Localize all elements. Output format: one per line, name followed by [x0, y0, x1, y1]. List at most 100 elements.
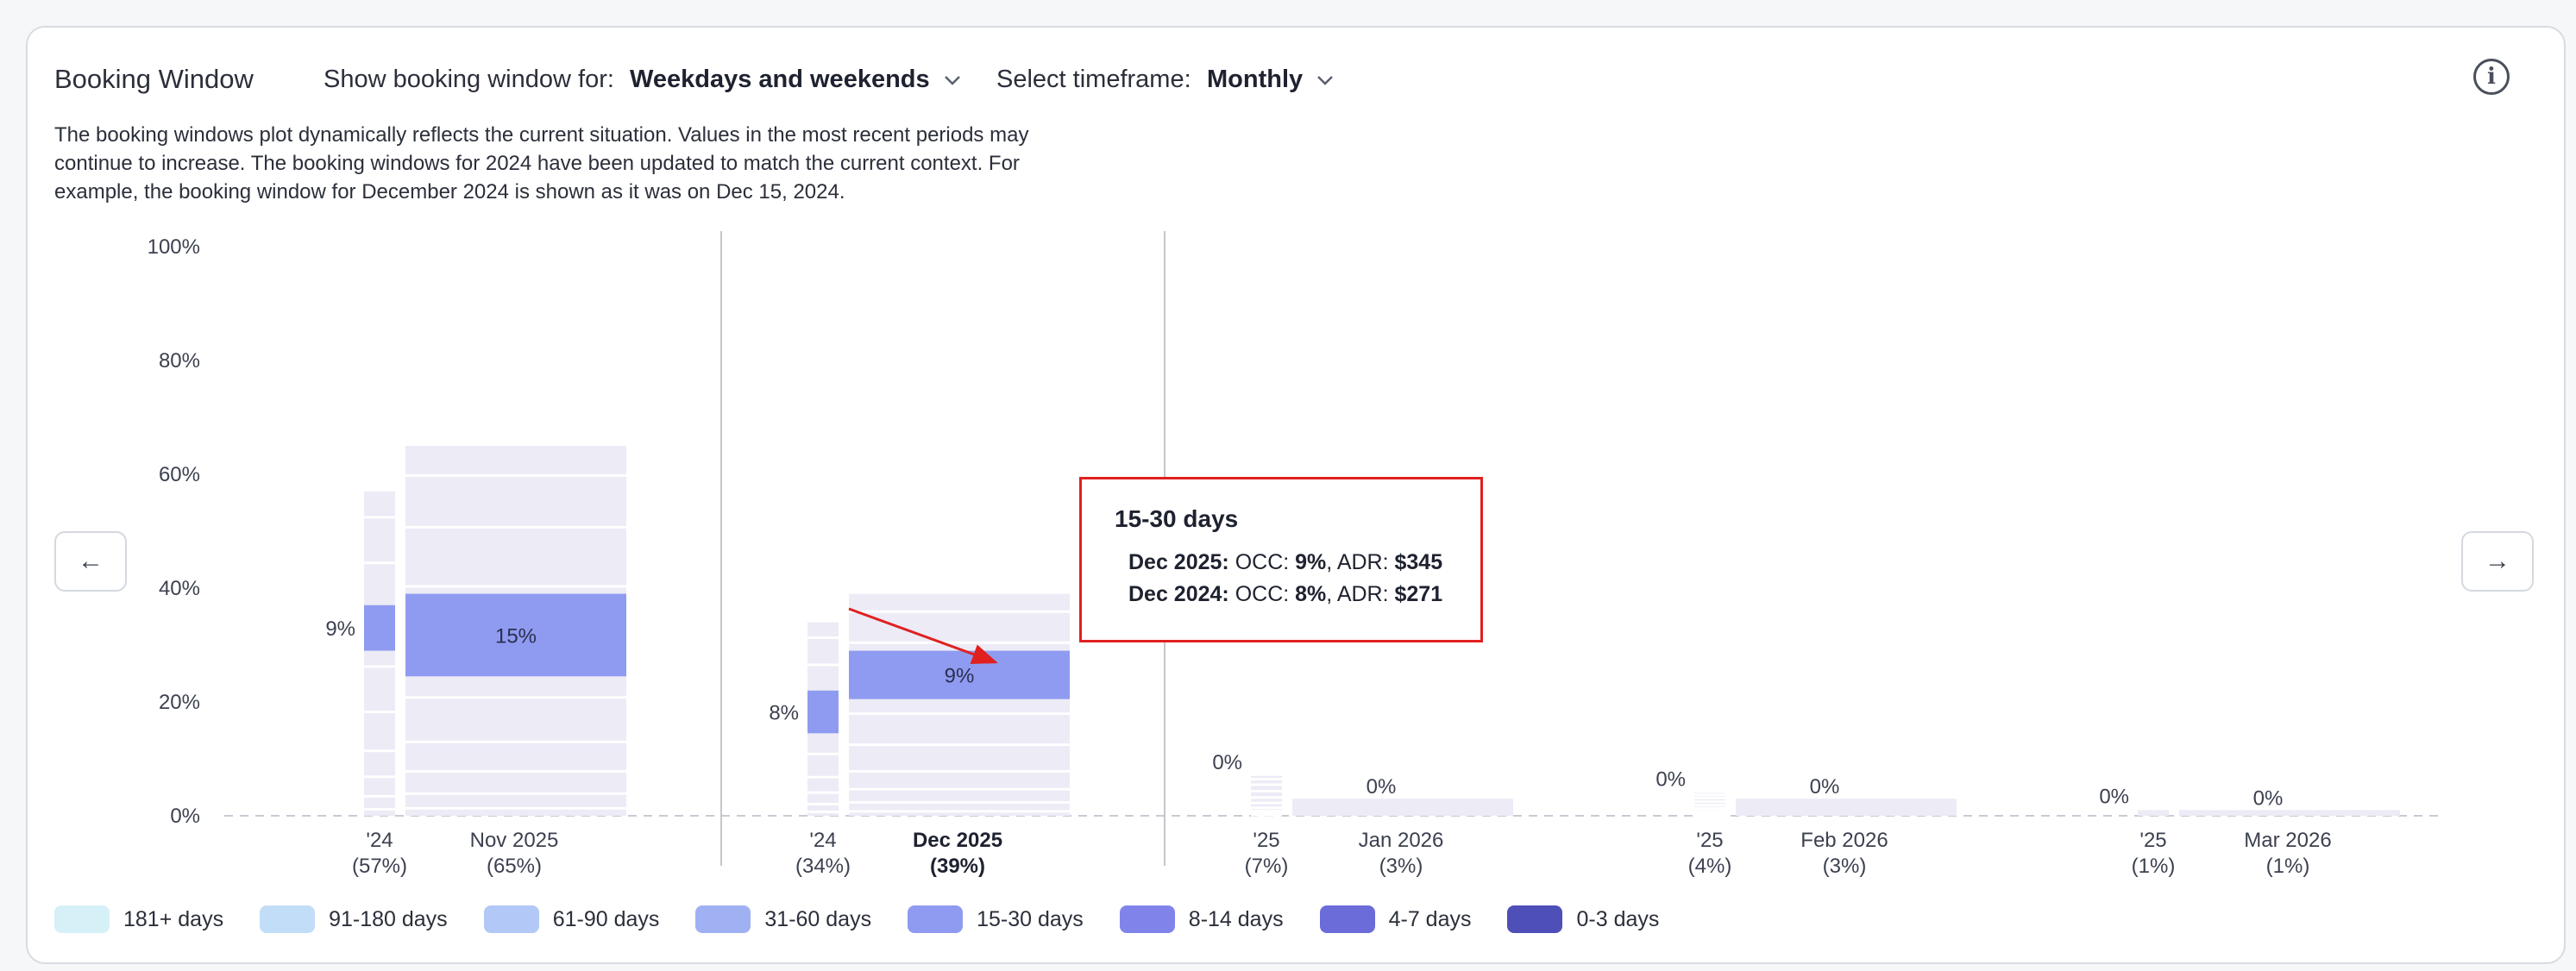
x-prev-year-label: '25 — [1253, 829, 1279, 852]
x-prev-total-label: (1%) — [2132, 855, 2176, 878]
tooltip-line-2025: Dec 2025: OCC: 9%, ADR: $345 — [1128, 550, 1443, 574]
info-glyph: i — [2487, 64, 2496, 90]
legend-swatch — [260, 905, 316, 933]
legend-item[interactable]: 0-3 days — [1507, 905, 1659, 933]
booking-window-chart: 0% 20% 40% 60% 80% 100% 9% 15% '24 (57%) Nov 2025 (… — [148, 231, 2443, 878]
legend-label: 181+ days — [123, 906, 224, 931]
current-value-label: 0% — [1810, 775, 1840, 799]
legend-label: 15-30 days — [977, 906, 1084, 931]
legend-swatch — [695, 905, 751, 933]
prev-button[interactable]: ← — [54, 531, 127, 592]
prev-value-label: 9% — [325, 617, 355, 641]
x-current-total-label: (65%) — [487, 855, 542, 878]
legend-label: 61-90 days — [552, 906, 660, 931]
tooltip-line-2024: Dec 2024: OCC: 8%, ADR: $271 — [1128, 582, 1443, 606]
timeframe-select[interactable]: Monthly — [1202, 64, 1339, 96]
chevron-down-icon — [1317, 75, 1334, 85]
legend: 181+ days 91-180 days 61-90 days 31-60 days… — [54, 905, 1695, 933]
y-tick-label: 100% — [148, 235, 200, 259]
prev-year-bar-highlight-segment — [364, 605, 395, 651]
prev-value-label: 0% — [1212, 751, 1242, 774]
legend-swatch — [483, 905, 539, 933]
prev-year-bar-highlight-segment — [807, 690, 839, 734]
current-bar-background — [2179, 810, 2400, 816]
legend-item[interactable]: 91-180 days — [260, 905, 448, 933]
x-month-label: Jan 2026 — [1359, 829, 1444, 852]
current-value-label: 0% — [1367, 775, 1397, 799]
tooltip-occ-value: 8% — [1295, 582, 1327, 606]
tooltip-period: Dec 2024: — [1128, 582, 1229, 606]
x-prev-year-label: '24 — [809, 829, 836, 852]
current-value-label: 9% — [945, 665, 975, 688]
show-for-label: Show booking window for: — [324, 66, 614, 93]
legend-swatch — [1319, 905, 1375, 933]
legend-item[interactable]: 4-7 days — [1319, 905, 1472, 933]
prev-value-label: 0% — [2099, 785, 2129, 808]
show-for-value: Weekdays and weekends — [630, 66, 930, 93]
timeframe-value: Monthly — [1207, 66, 1304, 93]
arrow-left-icon: ← — [78, 547, 104, 575]
x-current-total-label: (3%) — [1823, 855, 1867, 878]
tooltip-title: 15-30 days — [1115, 505, 1239, 532]
y-tick-label: 60% — [159, 463, 200, 486]
x-current-total-label: (3%) — [1379, 855, 1423, 878]
description-text: The booking windows plot dynamically ref… — [54, 123, 1029, 204]
chevron-down-icon — [944, 75, 960, 85]
timeframe-label: Select timeframe: — [996, 66, 1191, 93]
current-bar-highlight-segment — [849, 650, 1070, 699]
tooltip-occ-label: OCC: — [1235, 550, 1290, 574]
legend-label: 91-180 days — [329, 906, 448, 931]
info-icon[interactable]: i — [2473, 59, 2510, 95]
x-prev-total-label: (57%) — [352, 855, 407, 878]
tooltip-adr-value: $345 — [1394, 550, 1443, 574]
tooltip: 15-30 days Dec 2025: OCC: 9%, ADR: $345 … — [1079, 477, 1483, 642]
x-prev-total-label: (34%) — [795, 855, 851, 878]
current-bar-background — [849, 593, 1070, 816]
prev-year-bar-background — [364, 491, 395, 816]
x-prev-total-label: (7%) — [1245, 855, 1289, 878]
legend-item[interactable]: 181+ days — [54, 905, 223, 933]
page-title: Booking Window — [54, 64, 254, 94]
current-bar-background — [1736, 799, 1957, 816]
legend-swatch — [1507, 905, 1563, 933]
prev-year-bar-background — [2138, 810, 2169, 816]
next-button[interactable]: → — [2461, 531, 2534, 592]
legend-swatch — [908, 905, 964, 933]
y-tick-label: 40% — [159, 577, 200, 600]
current-bar-highlight-segment — [405, 593, 626, 677]
legend-swatch — [1119, 905, 1175, 933]
legend-item[interactable]: 8-14 days — [1119, 905, 1284, 933]
tooltip-adr-value: $271 — [1394, 582, 1443, 606]
prev-year-bar-background — [1251, 775, 1282, 816]
show-for-select[interactable]: Weekdays and weekends — [625, 64, 966, 96]
x-month-label: Feb 2026 — [1800, 829, 1888, 852]
legend-label: 0-3 days — [1576, 906, 1660, 931]
x-current-total-label: (39%) — [930, 855, 985, 878]
prev-value-label: 0% — [1656, 768, 1686, 792]
tooltip-adr-label: ADR: — [1336, 582, 1389, 606]
x-current-total-label: (1%) — [2266, 855, 2310, 878]
tooltip-period: Dec 2025: — [1128, 550, 1229, 574]
y-tick-label: 80% — [159, 349, 200, 373]
tooltip-occ-value: 9% — [1295, 550, 1327, 574]
prev-value-label: 8% — [769, 702, 799, 725]
current-value-label: 0% — [2253, 786, 2284, 810]
legend-label: 4-7 days — [1388, 906, 1472, 931]
y-tick-label: 20% — [159, 691, 200, 714]
legend-item[interactable]: 31-60 days — [695, 905, 871, 933]
x-prev-year-label: '25 — [2139, 829, 2166, 852]
x-prev-year-label: '24 — [366, 829, 393, 852]
x-month-label: Mar 2026 — [2244, 829, 2331, 852]
current-value-label: 15% — [495, 624, 537, 648]
tooltip-occ-label: OCC: — [1235, 582, 1290, 606]
y-tick-label: 0% — [170, 805, 200, 828]
x-month-label: Dec 2025 — [913, 829, 1002, 852]
tooltip-adr-label: ADR: — [1336, 550, 1389, 574]
x-prev-year-label: '25 — [1696, 829, 1723, 852]
legend-item[interactable]: 61-90 days — [483, 905, 660, 933]
x-month-label: Nov 2025 — [470, 829, 559, 852]
legend-label: 8-14 days — [1188, 906, 1284, 931]
current-bar-background — [1292, 799, 1513, 816]
legend-item[interactable]: 15-30 days — [908, 905, 1084, 933]
legend-label: 31-60 days — [764, 906, 872, 931]
